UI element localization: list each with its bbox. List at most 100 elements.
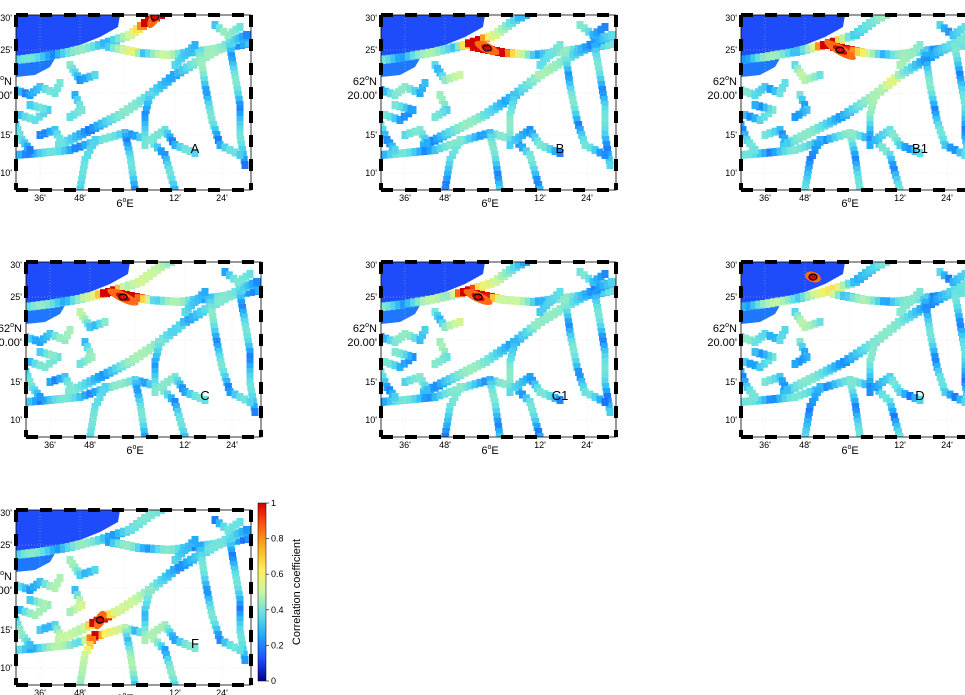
fjord-cell: [569, 96, 577, 104]
frame-segment: [379, 358, 383, 370]
fjord-cell: [595, 313, 603, 322]
lat-center-deg: 62: [713, 323, 725, 335]
fjord-cell: [566, 328, 574, 336]
fjord-cell: [602, 136, 610, 144]
fjord-cell: [585, 274, 593, 283]
fjord-cell: [76, 76, 84, 84]
fjord-cell: [56, 147, 64, 155]
fjord-cell: [953, 299, 961, 308]
frame-segment: [429, 435, 441, 439]
fjord-cell: [56, 334, 64, 342]
fjord-cell: [220, 27, 228, 36]
fjord-cell: [591, 43, 599, 51]
fjord-cell: [126, 377, 134, 386]
frame-segment: [477, 435, 489, 439]
fjord-cell: [91, 403, 99, 411]
fjord-cell: [156, 338, 164, 346]
fjord-cell: [246, 368, 254, 376]
fjord-cell: [506, 373, 514, 381]
fjord-cell: [441, 389, 449, 398]
fjord-cell: [814, 141, 821, 149]
fjord-cell: [46, 643, 54, 651]
map-grid: [741, 262, 965, 437]
frame-segment: [136, 188, 148, 192]
fjord-cell: [546, 145, 554, 153]
lat-tick-label: 15': [725, 130, 737, 140]
frame-segment: [381, 188, 393, 192]
frame-segment: [381, 260, 393, 264]
fjord-cell: [578, 378, 586, 386]
fjord-cell: [501, 133, 509, 142]
frame-segment: [64, 508, 76, 512]
frame-segment: [170, 435, 182, 439]
lon-center-deg: 6: [126, 445, 132, 457]
fjord-cell: [421, 134, 429, 143]
fjord-cell: [962, 383, 965, 391]
fjord-cell: [597, 323, 605, 331]
frame-segment: [933, 435, 945, 439]
fjord-cell: [141, 378, 149, 387]
lat-center-minutes: 20.00': [707, 337, 737, 349]
lat-center-degree-sign: o: [725, 75, 729, 82]
panel-label: A: [191, 141, 200, 156]
fjord-cell: [111, 381, 119, 390]
fjord-cell: [157, 147, 165, 156]
fjord-cell: [495, 423, 503, 431]
fjord-cell: [228, 52, 236, 61]
fjord-cell: [925, 318, 933, 327]
fjord-cell: [851, 130, 859, 139]
fjord-cell: [456, 136, 464, 144]
fjord-cell: [160, 386, 168, 395]
fjord-cell: [959, 338, 965, 346]
fjord-cell: [906, 145, 914, 153]
frame-segment: [614, 358, 618, 370]
fjord-cell: [86, 389, 94, 398]
fjord-cell: [70, 110, 78, 119]
fjord-cell: [236, 611, 244, 619]
fjord-cell: [84, 646, 91, 654]
fjord-cell: [54, 353, 62, 361]
map-data-layer: [741, 262, 965, 437]
lat-tick-label: 30': [725, 260, 737, 270]
fjord-cell: [139, 418, 147, 426]
fjord-cell: [386, 112, 394, 121]
lat-center-minutes: 20.00': [347, 337, 377, 349]
fjord-cell: [96, 136, 104, 144]
frame-segment: [741, 13, 753, 17]
fjord-cell: [916, 288, 924, 296]
fjord-cell: [896, 433, 904, 437]
lon-center-label: 6oE: [116, 197, 133, 210]
fjord-cell: [74, 603, 82, 612]
open-sea-region: [741, 262, 845, 304]
open-sea-region: [16, 15, 120, 57]
fjord-cell: [826, 134, 834, 143]
lon-tick-label: 36': [34, 688, 46, 695]
fjord-cell: [211, 21, 219, 29]
fjord-cell: [220, 522, 228, 531]
fjord-cell: [96, 319, 104, 328]
fjord-cell: [945, 27, 953, 36]
fjord-cell: [83, 343, 91, 351]
fjord-cell: [168, 671, 176, 679]
fjord-cell: [145, 591, 153, 599]
fjord-cell: [207, 606, 215, 614]
colorbar-tick-label: 0.2: [271, 640, 284, 650]
fjord-cell: [756, 396, 764, 405]
fjord-cell: [515, 380, 523, 389]
fjord-cell: [40, 109, 48, 118]
fjord-cell: [506, 111, 514, 119]
fjord-cell: [866, 126, 874, 134]
fjord-cell: [766, 148, 774, 157]
fjord-cell: [786, 146, 794, 155]
fjord-cell: [438, 96, 446, 104]
fjord-cell: [804, 166, 812, 174]
fjord-cell: [781, 134, 789, 143]
fjord-cell: [954, 57, 961, 65]
fjord-cell: [99, 388, 106, 396]
fjord-cell: [476, 378, 484, 387]
fjord-cell: [40, 104, 47, 113]
fjord-cell: [236, 601, 244, 609]
frame-segment: [184, 508, 196, 512]
fjord-cell: [26, 358, 34, 366]
